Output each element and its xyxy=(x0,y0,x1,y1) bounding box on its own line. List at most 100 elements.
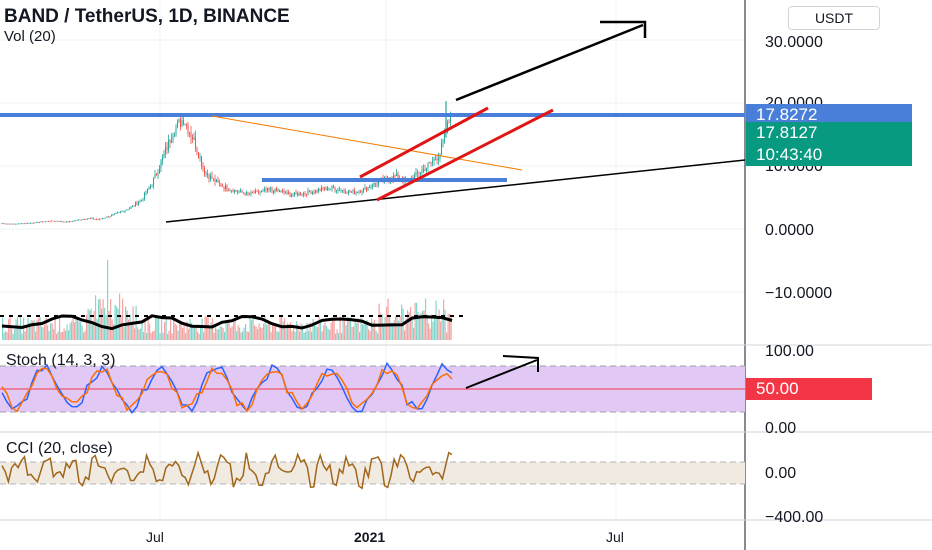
volume-bar xyxy=(198,333,200,340)
cci-title[interactable]: CCI (20, close) xyxy=(6,440,113,457)
candle-body xyxy=(208,175,210,180)
volume-bar xyxy=(75,316,77,340)
volume-bar xyxy=(387,298,389,340)
candle-body xyxy=(106,216,108,218)
candle-body xyxy=(274,188,276,193)
candle-body xyxy=(130,206,132,209)
volume-bar xyxy=(444,309,446,340)
grid xyxy=(0,0,745,520)
candle-body xyxy=(1,223,3,225)
volume-bar xyxy=(432,321,434,340)
candle-body xyxy=(73,220,75,222)
candle-body xyxy=(376,183,378,185)
candle-body xyxy=(239,190,242,192)
volume-bar xyxy=(192,327,194,340)
volume-bar xyxy=(449,313,451,340)
volume-bar xyxy=(195,326,197,340)
currency-button[interactable]: USDT xyxy=(788,6,880,30)
candle-body xyxy=(148,188,150,190)
volume-indicator-label[interactable]: Vol (20) xyxy=(4,28,56,45)
candle-body xyxy=(358,191,360,193)
candle-body xyxy=(110,215,113,217)
stoch-title[interactable]: Stoch (14, 3, 3) xyxy=(6,352,116,369)
candle-body xyxy=(305,193,308,195)
volume-bar xyxy=(369,331,371,340)
volume-bar xyxy=(93,311,95,340)
candle-body xyxy=(179,119,182,127)
volume-bars xyxy=(2,260,452,340)
volume-bar xyxy=(60,332,62,340)
candle-body xyxy=(301,194,303,196)
volume-bar xyxy=(390,322,392,340)
volume-bar xyxy=(396,316,398,340)
candle-body xyxy=(158,168,161,173)
candle-body xyxy=(160,160,162,169)
volume-bar xyxy=(95,295,97,340)
candle-body xyxy=(413,175,416,181)
volume-bar xyxy=(413,328,415,340)
volume-bar xyxy=(171,333,173,340)
candle-body xyxy=(206,173,209,176)
candle-body xyxy=(233,190,236,193)
candle-body xyxy=(314,190,317,193)
candle-body xyxy=(293,192,296,195)
candle-body xyxy=(443,132,446,140)
candle-body xyxy=(94,219,96,221)
stoch-arrow xyxy=(465,359,538,389)
volume-bar xyxy=(333,317,335,340)
volume-bar xyxy=(237,325,239,340)
volume-bar xyxy=(54,318,56,340)
volume-bar xyxy=(344,319,346,340)
candle-body xyxy=(329,188,332,190)
candle-body xyxy=(95,219,98,221)
candle-body xyxy=(128,208,131,210)
volume-bar xyxy=(296,321,298,340)
candle-body xyxy=(221,186,224,187)
volume-bar xyxy=(297,324,299,340)
candle-body xyxy=(224,185,227,189)
candle-body xyxy=(101,218,104,220)
volume-bar xyxy=(168,330,170,340)
volume-bar xyxy=(155,317,157,340)
volume-bar xyxy=(404,330,406,340)
volume-bar xyxy=(437,317,439,340)
volume-bar xyxy=(11,328,13,340)
countdown-tag: 10:43:40 xyxy=(746,144,912,166)
candle-body xyxy=(164,147,167,154)
candle-body xyxy=(241,190,243,193)
candle-body xyxy=(23,223,26,225)
volume-bar xyxy=(270,331,272,340)
volume-bar xyxy=(354,321,356,340)
volume-bar xyxy=(23,317,25,340)
candle-body xyxy=(74,220,77,222)
candle-body xyxy=(118,212,120,214)
candle-body xyxy=(2,223,5,225)
volume-bar xyxy=(30,320,32,340)
symbol-title[interactable]: BAND / TetherUS, 1D, BINANCE xyxy=(4,6,290,27)
candle-body xyxy=(395,173,398,177)
volume-bar xyxy=(212,318,214,340)
volume-bar xyxy=(245,323,247,340)
volume-bar xyxy=(137,327,139,340)
volume-bar xyxy=(243,327,245,340)
candle-body xyxy=(17,223,20,225)
volume-bar xyxy=(311,331,313,340)
volume-bar xyxy=(327,328,329,340)
volume-bar xyxy=(399,315,401,340)
volume-bar xyxy=(401,304,403,340)
volume-bar xyxy=(231,325,233,340)
candle-body xyxy=(289,193,291,197)
volume-bar xyxy=(194,327,196,340)
volume-bar xyxy=(429,328,431,340)
volume-bar xyxy=(65,330,67,340)
volume-bar xyxy=(3,332,5,340)
volume-bar xyxy=(417,311,419,340)
stoch-tick: 100.00 xyxy=(765,343,814,360)
candle-body xyxy=(20,223,23,225)
volume-bar xyxy=(66,324,68,340)
candle-body xyxy=(320,187,323,191)
candle-body xyxy=(326,187,329,191)
volume-bar xyxy=(162,332,164,340)
candle-body xyxy=(316,190,318,192)
